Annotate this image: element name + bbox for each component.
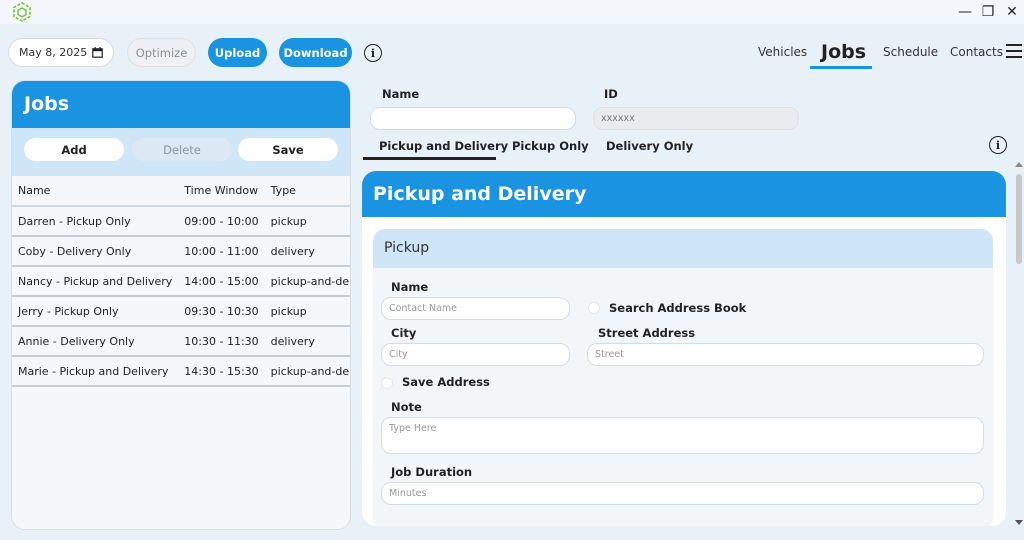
job-duration-input[interactable]: Minutes xyxy=(381,482,984,505)
city-label: City xyxy=(391,326,417,340)
minimize-button[interactable]: — xyxy=(958,4,972,20)
job-name-input[interactable] xyxy=(370,107,576,130)
save-job-button[interactable]: Save xyxy=(238,138,338,161)
calendar-icon xyxy=(92,47,103,58)
scroll-down-icon[interactable] xyxy=(1015,520,1023,525)
note-textarea[interactable]: Type Here xyxy=(381,417,984,454)
scroll-up-icon[interactable] xyxy=(1015,162,1023,167)
job-id-field: xxxxxx xyxy=(593,107,799,130)
search-address-label: Search Address Book xyxy=(609,301,747,315)
job-name-label: Name xyxy=(382,87,420,101)
info-icon[interactable]: i xyxy=(364,44,382,62)
city-input[interactable]: City xyxy=(381,343,570,366)
contact-name-input[interactable]: Contact Name xyxy=(381,297,570,320)
job-name-cell: Darren - Pickup Only xyxy=(12,206,179,237)
table-row[interactable]: Marie - Pickup and Delivery 14:30 - 15:3… xyxy=(12,356,350,387)
job-name-cell: Jerry - Pickup Only xyxy=(12,296,179,327)
job-duration-label: Job Duration xyxy=(391,465,473,479)
scroll-thumb[interactable] xyxy=(1016,174,1022,264)
job-id-label: ID xyxy=(604,87,618,101)
tab-pickup-only[interactable]: Pickup Only xyxy=(512,139,589,153)
type-cell: delivery xyxy=(264,236,350,267)
job-name-cell: Nancy - Pickup and Delivery xyxy=(12,266,179,297)
table-row[interactable]: Nancy - Pickup and Delivery 14:00 - 15:0… xyxy=(12,266,350,297)
save-address-label: Save Address xyxy=(402,375,490,389)
job-name-cell: Marie - Pickup and Delivery xyxy=(12,356,179,387)
table-row[interactable]: Annie - Delivery Only 10:30 - 11:30 deli… xyxy=(12,326,350,357)
optimize-button[interactable]: Optimize xyxy=(127,38,196,67)
jobs-panel: Jobs Add Delete Save Name Time Window Ty… xyxy=(11,80,351,530)
nav-active-indicator xyxy=(810,66,872,69)
time-window-cell: 09:00 - 10:00 xyxy=(178,206,265,237)
download-button[interactable]: Download xyxy=(279,38,352,67)
tab-active-indicator xyxy=(363,157,496,160)
add-job-button[interactable]: Add xyxy=(24,138,124,161)
nav-jobs[interactable]: Jobs xyxy=(821,41,867,63)
app-logo-icon xyxy=(13,2,31,22)
nav-contacts[interactable]: Contacts xyxy=(950,45,1003,59)
table-header-row: Name Time Window Type xyxy=(12,176,350,207)
table-row[interactable]: Jerry - Pickup Only 09:30 - 10:30 pickup xyxy=(12,296,350,327)
title-bar: — ❐ ✕ xyxy=(0,0,1024,24)
pickup-section-title: Pickup xyxy=(373,229,993,268)
time-window-cell: 10:00 - 11:00 xyxy=(178,236,265,267)
close-button[interactable]: ✕ xyxy=(1006,4,1018,20)
street-address-input[interactable]: Street xyxy=(587,343,984,366)
date-picker[interactable]: May 8, 2025 xyxy=(8,38,114,67)
column-header-name[interactable]: Name xyxy=(12,176,179,207)
jobs-panel-title: Jobs xyxy=(12,81,350,128)
date-value: May 8, 2025 xyxy=(19,46,88,59)
time-window-cell: 14:00 - 15:00 xyxy=(178,266,265,297)
nav-schedule[interactable]: Schedule xyxy=(883,45,939,59)
jobs-actions-bar: Add Delete Save xyxy=(12,128,350,176)
menu-icon[interactable] xyxy=(1006,44,1022,58)
time-window-cell: 09:30 - 10:30 xyxy=(178,296,265,327)
jobs-table: Name Time Window Type Darren - Pickup On… xyxy=(12,176,350,387)
job-name-cell: Coby - Delivery Only xyxy=(12,236,179,267)
time-window-cell: 10:30 - 11:30 xyxy=(178,326,265,357)
type-cell: pickup xyxy=(264,296,350,327)
info-icon[interactable]: i xyxy=(989,136,1007,154)
job-form-card: Pickup and Delivery Pickup Name Contact … xyxy=(362,171,1006,526)
table-row[interactable]: Coby - Delivery Only 10:00 - 11:00 deliv… xyxy=(12,236,350,267)
delete-job-button[interactable]: Delete xyxy=(132,138,232,161)
form-card-title: Pickup and Delivery xyxy=(362,171,1006,217)
nav-vehicles[interactable]: Vehicles xyxy=(758,45,808,59)
tab-delivery-only[interactable]: Delivery Only xyxy=(606,139,694,153)
type-cell: pickup-and-delivery xyxy=(264,266,350,297)
table-row[interactable]: Darren - Pickup Only 09:00 - 10:00 picku… xyxy=(12,206,350,237)
street-address-label: Street Address xyxy=(598,326,696,340)
save-address-radio[interactable] xyxy=(381,377,393,389)
type-cell: pickup xyxy=(264,206,350,237)
column-header-type[interactable]: Type xyxy=(264,176,350,207)
job-name-cell: Annie - Delivery Only xyxy=(12,326,179,357)
type-cell: pickup-and-delivery xyxy=(264,356,350,387)
upload-button[interactable]: Upload xyxy=(208,38,267,67)
tab-pickup-and-delivery[interactable]: Pickup and Delivery xyxy=(379,139,509,153)
search-address-radio[interactable] xyxy=(588,302,600,314)
column-header-time-window[interactable]: Time Window xyxy=(178,176,265,207)
time-window-cell: 14:30 - 15:30 xyxy=(178,356,265,387)
note-label: Note xyxy=(391,400,422,414)
contact-name-label: Name xyxy=(391,280,429,294)
pickup-section: Pickup Name Contact Name Search Address … xyxy=(373,229,993,526)
form-scrollbar[interactable] xyxy=(1014,162,1024,532)
restore-button[interactable]: ❐ xyxy=(981,4,995,20)
type-cell: delivery xyxy=(264,326,350,357)
